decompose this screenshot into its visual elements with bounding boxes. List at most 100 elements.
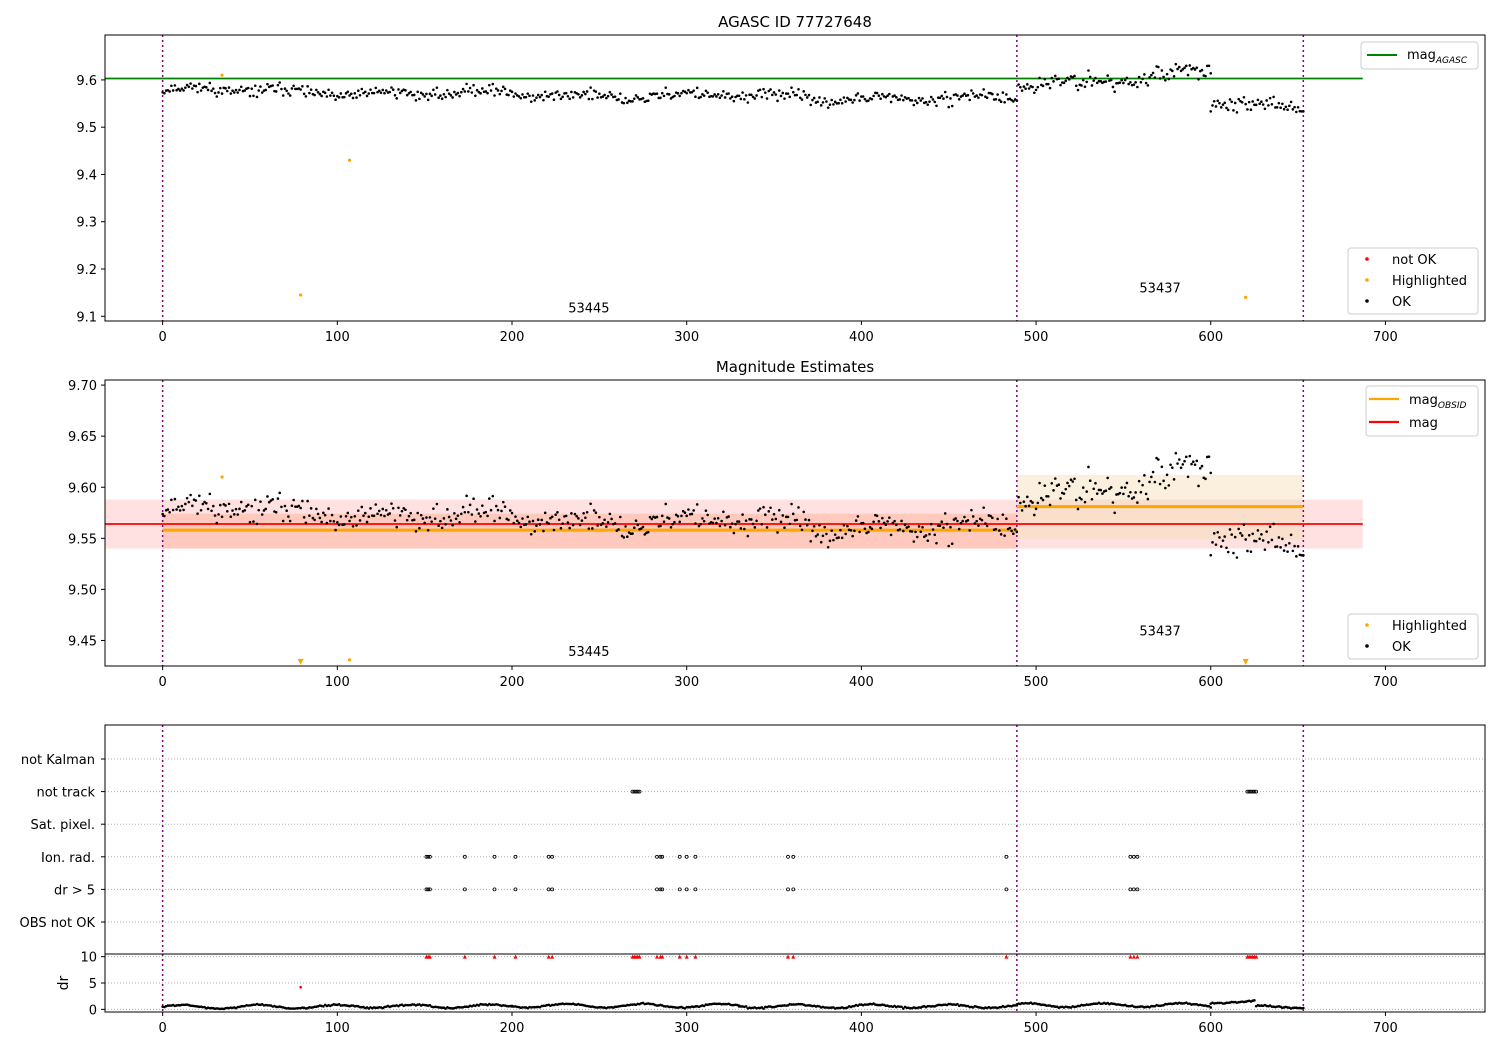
ok-point xyxy=(570,512,573,515)
flag-point xyxy=(635,789,640,794)
ok-point xyxy=(1139,490,1143,494)
ok-point xyxy=(755,519,758,523)
ok-point xyxy=(671,522,675,526)
ok-point xyxy=(468,503,472,507)
ok-point xyxy=(463,90,467,93)
category-label: dr > 5 xyxy=(54,883,95,898)
ok-point xyxy=(353,92,357,95)
ok-point xyxy=(557,93,561,97)
ok-point xyxy=(711,521,715,525)
ok-point xyxy=(309,507,313,510)
ok-point xyxy=(591,97,594,101)
ok-point xyxy=(526,515,530,519)
ok-point xyxy=(491,494,495,498)
ok-point xyxy=(199,508,203,512)
ok-point xyxy=(266,82,269,86)
ok-point xyxy=(1183,66,1186,70)
ok-point xyxy=(447,92,451,95)
x-tick-label: 400 xyxy=(849,675,874,690)
ok-point xyxy=(252,94,255,98)
ok-point xyxy=(1174,451,1178,455)
ok-point xyxy=(1076,507,1080,511)
ok-point xyxy=(1246,108,1249,111)
ok-point xyxy=(966,519,970,522)
legend-subscript: AGASC xyxy=(1435,56,1468,66)
ok-point xyxy=(950,542,954,546)
legend-label: Highlighted xyxy=(1392,619,1467,634)
ok-point xyxy=(1081,78,1085,82)
ok-point xyxy=(741,513,744,516)
ok-point xyxy=(999,100,1003,103)
ok-point xyxy=(439,94,442,97)
ok-point xyxy=(1143,73,1146,76)
flag-point xyxy=(492,854,497,859)
x-tick-label: 700 xyxy=(1373,675,1398,690)
ok-point xyxy=(1204,477,1207,481)
ok-point xyxy=(702,94,706,97)
x-tick-label: 200 xyxy=(500,330,525,345)
ok-point xyxy=(1284,543,1288,547)
ok-point xyxy=(1200,464,1204,468)
ok-point xyxy=(376,512,379,516)
ok-point xyxy=(1267,541,1270,544)
ok-point xyxy=(1153,480,1157,484)
ok-point xyxy=(1019,85,1022,89)
ok-point xyxy=(320,520,323,524)
ok-point xyxy=(610,93,613,96)
ok-point xyxy=(344,92,348,95)
ok-point xyxy=(206,507,210,511)
flag-point xyxy=(660,887,665,892)
ok-point xyxy=(1302,553,1305,557)
ok-point xyxy=(610,517,613,521)
ok-point xyxy=(1033,91,1036,95)
ok-point xyxy=(491,82,495,86)
agasc-panel-title: AGASC ID 77727648 xyxy=(718,13,872,31)
ok-point xyxy=(776,99,779,103)
ok-point xyxy=(393,519,397,522)
ok-point xyxy=(1181,68,1185,71)
ok-point xyxy=(613,522,617,525)
ok-point xyxy=(1221,539,1225,542)
ok-point xyxy=(379,91,383,95)
ok-point xyxy=(592,509,596,512)
ok-point xyxy=(888,92,891,96)
ok-point xyxy=(363,90,367,94)
ok-point xyxy=(662,94,666,98)
ok-point xyxy=(587,527,591,530)
highlighted-point xyxy=(220,73,224,77)
ok-point xyxy=(451,523,454,527)
flags-plot-area: not Kalman not track Sat. pixel. Ion. rad. d… xyxy=(20,725,1485,954)
ok-point xyxy=(1013,528,1017,531)
ok-point xyxy=(1207,64,1211,68)
ok-point xyxy=(479,515,482,518)
ok-point xyxy=(306,85,309,88)
legend-point-swatch xyxy=(1365,278,1369,282)
ok-point xyxy=(446,88,449,92)
ok-point xyxy=(267,500,271,504)
ok-point xyxy=(915,101,919,105)
ok-point xyxy=(255,95,259,99)
ok-point xyxy=(299,506,302,510)
ok-point xyxy=(1031,501,1034,504)
ok-point xyxy=(1064,487,1068,491)
ok-point xyxy=(1233,101,1237,105)
ok-point xyxy=(1120,78,1123,82)
flag-point xyxy=(550,887,555,892)
ok-point xyxy=(1181,463,1185,466)
ok-point xyxy=(977,96,980,99)
ok-point xyxy=(844,532,847,536)
ok-point xyxy=(500,509,503,513)
ok-point xyxy=(996,517,999,521)
ok-point xyxy=(702,519,706,523)
flag-point xyxy=(693,887,698,892)
ok-point xyxy=(355,96,358,99)
ok-point xyxy=(667,517,671,520)
ok-point xyxy=(826,106,830,109)
ok-point xyxy=(1260,100,1263,104)
dr-point xyxy=(956,1002,959,1006)
ok-point xyxy=(329,519,332,523)
ok-point xyxy=(985,96,989,100)
ok-point xyxy=(1219,106,1223,109)
flag-point xyxy=(546,887,551,892)
ok-point xyxy=(489,89,493,92)
